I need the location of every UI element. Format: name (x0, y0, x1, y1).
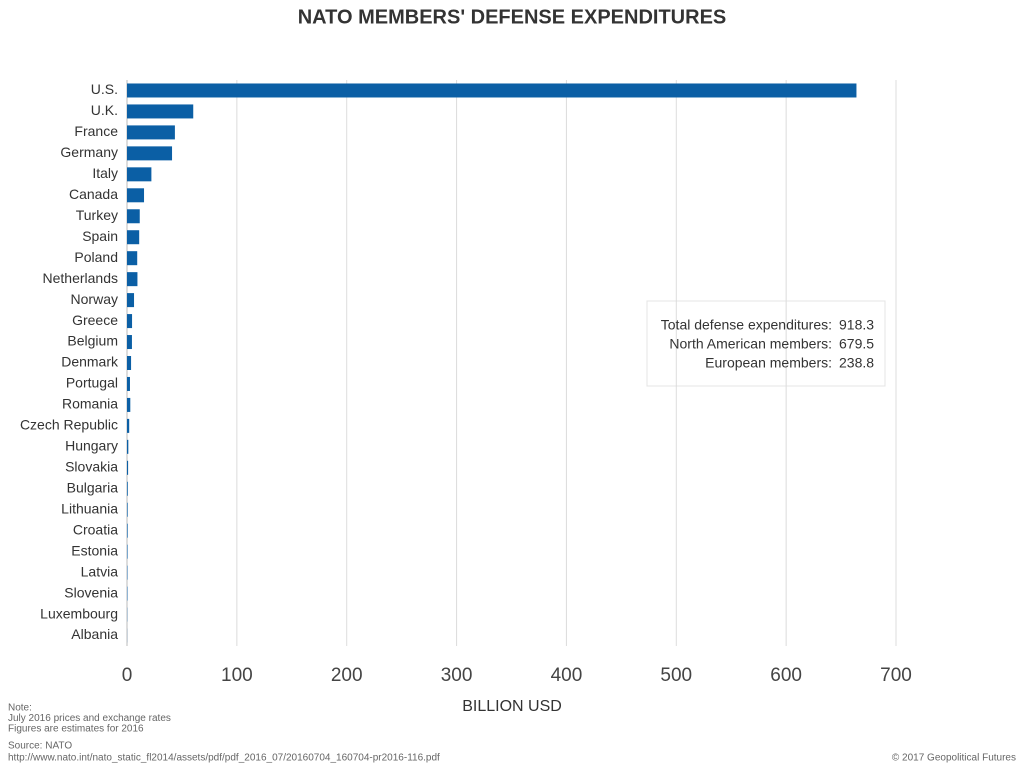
summary-value: 918.3 (839, 317, 874, 333)
y-tick-label: Romania (62, 396, 118, 412)
y-tick-label: Slovakia (65, 459, 118, 475)
note-line: Note: (8, 703, 32, 714)
chart-title: NATO MEMBERS' DEFENSE EXPENDITURES (298, 6, 727, 28)
y-tick-label: Norway (71, 291, 118, 307)
x-axis-label: BILLION USD (462, 698, 562, 715)
source-line: Source: NATO (8, 741, 72, 752)
x-tick-label: 600 (770, 665, 802, 686)
y-tick-label: Netherlands (43, 270, 119, 286)
bar (127, 167, 152, 182)
bar (127, 481, 128, 496)
bar (127, 523, 128, 538)
bar (127, 502, 128, 517)
credit: © 2017 Geopolitical Futures (892, 753, 1016, 764)
y-tick-label: Greece (72, 312, 118, 328)
x-tick-label: 700 (880, 665, 912, 686)
bar (127, 209, 140, 224)
bar (127, 188, 145, 203)
summary-value: 679.5 (839, 336, 874, 352)
y-tick-label: Estonia (71, 542, 118, 558)
x-tick-label: 500 (660, 665, 692, 686)
bar (127, 146, 173, 161)
x-tick-label: 200 (331, 665, 363, 686)
bar (127, 230, 140, 245)
summary-value: 238.8 (839, 355, 874, 371)
bar (127, 356, 132, 370)
bar (127, 544, 128, 559)
y-tick-label: U.S. (91, 81, 118, 97)
bar (127, 376, 130, 391)
y-tick-label: Slovenia (64, 584, 118, 600)
y-tick-label: Turkey (76, 207, 118, 223)
y-tick-label: Belgium (67, 333, 118, 349)
x-tick-label: 0 (122, 665, 133, 686)
y-tick-label: Luxembourg (40, 605, 118, 621)
bar (127, 397, 131, 412)
bar (127, 335, 132, 350)
y-tick-label: Canada (69, 186, 118, 202)
summary-label: North American members: (669, 336, 832, 352)
y-tick-label: Poland (74, 249, 118, 265)
summary-label: European members: (705, 355, 832, 371)
bar (127, 125, 175, 140)
bar (127, 460, 129, 475)
x-tick-label: 100 (221, 665, 253, 686)
bar (127, 104, 194, 119)
y-tick-label: Albania (71, 626, 118, 642)
note-line: Figures are estimates for 2016 (8, 724, 144, 735)
bar (127, 293, 135, 308)
y-tick-label: Lithuania (61, 500, 118, 516)
summary-box (646, 300, 886, 387)
summary-label: Total defense expenditures: (661, 317, 832, 333)
y-tick-label: Italy (92, 165, 118, 181)
y-tick-label: France (74, 123, 118, 139)
bar (127, 251, 138, 266)
source-line: http://www.nato.int/nato_static_fl2014/a… (8, 753, 440, 764)
y-tick-label: Portugal (66, 375, 118, 391)
y-tick-label: U.K. (91, 102, 118, 118)
y-tick-label: Hungary (65, 438, 118, 454)
y-tick-label: Bulgaria (67, 479, 119, 495)
bar (127, 439, 129, 454)
bar (127, 83, 857, 98)
bar (127, 272, 138, 287)
x-tick-label: 400 (551, 665, 583, 686)
x-tick-label: 300 (441, 665, 473, 686)
note-line: July 2016 prices and exchange rates (8, 713, 171, 724)
y-tick-label: Czech Republic (20, 417, 118, 433)
bar (127, 418, 130, 433)
bar (127, 314, 133, 329)
y-tick-label: Latvia (81, 563, 119, 579)
y-tick-label: Spain (82, 228, 118, 244)
y-tick-label: Germany (60, 144, 118, 160)
y-tick-label: Denmark (61, 354, 119, 370)
y-tick-label: Croatia (73, 521, 118, 537)
